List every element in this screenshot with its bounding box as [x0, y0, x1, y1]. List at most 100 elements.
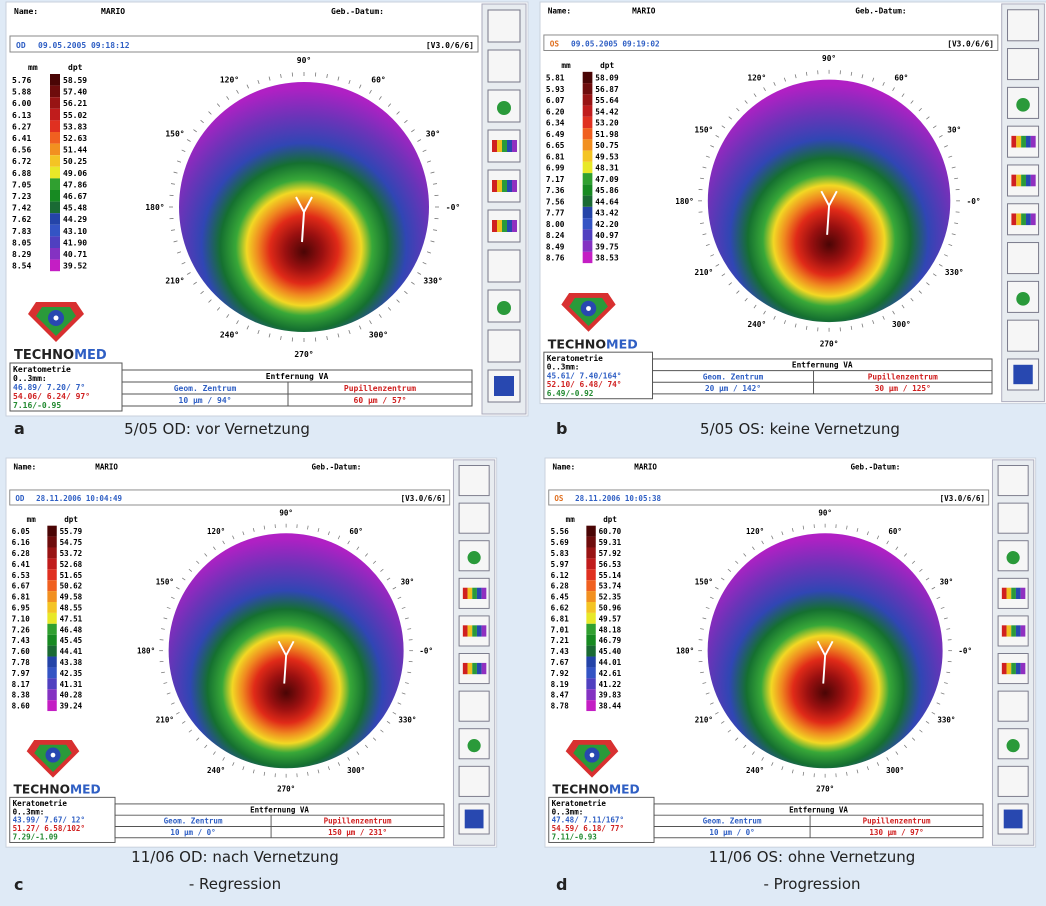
scale-swatch — [586, 678, 595, 689]
scale-swatch — [583, 184, 593, 195]
tool-button[interactable] — [488, 10, 520, 42]
scale-mm: 7.56 — [546, 197, 565, 206]
brand-med: MED — [70, 783, 101, 797]
scale-dpt: 56.21 — [63, 99, 87, 108]
brand-med: MED — [606, 336, 638, 351]
scale-swatch — [586, 526, 595, 537]
scale-swatch — [50, 155, 60, 167]
caption: 5/05 OD: vor Vernetzung — [124, 420, 310, 438]
angle-label: 60° — [894, 73, 908, 82]
tool-button[interactable] — [998, 503, 1028, 533]
scale-mm: 7.36 — [546, 186, 565, 195]
pupil-value: 130 µm / 97° — [869, 828, 923, 837]
tool-icon — [482, 625, 487, 636]
scale-mm: 7.92 — [551, 669, 569, 678]
caption: - Regression — [189, 875, 281, 893]
tool-button[interactable] — [998, 691, 1028, 721]
topography-map — [169, 533, 404, 768]
scale-dpt: 39.52 — [63, 262, 87, 271]
tool-button[interactable] — [1008, 320, 1039, 351]
tool-button[interactable] — [488, 50, 520, 82]
scale-swatch — [50, 213, 60, 225]
tool-button[interactable] — [998, 766, 1028, 796]
angle-label: 60° — [888, 527, 902, 536]
logo-dot — [586, 306, 591, 311]
tool-icon — [1016, 663, 1021, 674]
scale-swatch — [583, 128, 593, 139]
tool-button[interactable] — [459, 503, 489, 533]
scale-mm: 7.23 — [12, 192, 31, 201]
distance-title: Entfernung VA — [789, 805, 848, 814]
tool-button[interactable] — [1008, 10, 1039, 41]
brand-med: MED — [74, 348, 107, 363]
tool-icon — [1004, 810, 1023, 829]
scale-dpt: 39.24 — [60, 702, 83, 711]
tool-icon — [1007, 739, 1020, 752]
tool-icon — [1011, 175, 1016, 187]
tool-icon — [497, 140, 502, 152]
scale-mm: 7.42 — [12, 204, 31, 213]
tool-button[interactable] — [488, 330, 520, 362]
angle-label: 210° — [695, 268, 714, 277]
scale-dpt: 38.53 — [595, 254, 619, 263]
scale-mm: 7.78 — [12, 658, 31, 667]
angle-label: 60° — [349, 527, 363, 536]
dpt-header: dpt — [68, 63, 83, 72]
scale-dpt: 41.22 — [599, 680, 622, 689]
angle-label: 300° — [892, 320, 911, 329]
scale-swatch — [583, 252, 593, 263]
scale-swatch — [50, 178, 60, 190]
tool-icon — [1016, 625, 1021, 636]
tool-button[interactable] — [1008, 243, 1039, 274]
scale-mm: 8.49 — [546, 242, 565, 251]
figure: Name:MARIOGeb.-Datum:OD09.05.2005 09:18:… — [0, 0, 1046, 906]
scale-mm: 6.53 — [12, 571, 31, 580]
scale-mm: 6.81 — [551, 614, 570, 623]
angle-label: 300° — [369, 330, 388, 339]
kerato-title: Keratometrie — [13, 364, 71, 374]
scale-swatch — [583, 139, 593, 150]
version: [V3.0/6/6] — [401, 494, 446, 503]
scale-dpt: 50.62 — [60, 582, 83, 591]
tool-icon — [463, 625, 468, 636]
tool-button[interactable] — [459, 466, 489, 496]
tool-icon — [497, 301, 511, 315]
tool-button[interactable] — [459, 766, 489, 796]
scale-mm: 6.99 — [546, 164, 565, 173]
caption: 5/05 OS: keine Vernetzung — [700, 420, 900, 438]
panel-letter: d — [556, 875, 567, 894]
mm-header: mm — [561, 61, 571, 70]
angle-label: 330° — [423, 277, 442, 286]
scale-dpt: 51.65 — [60, 571, 83, 580]
tool-button[interactable] — [459, 691, 489, 721]
tool-icon — [492, 140, 497, 152]
name-label: Name: — [14, 462, 37, 471]
scale-dpt: 43.10 — [63, 227, 87, 236]
tool-button[interactable] — [998, 466, 1028, 496]
scale-dpt: 39.75 — [595, 242, 619, 251]
scale-mm: 8.19 — [551, 680, 570, 689]
tool-icon — [472, 625, 477, 636]
scale-dpt: 46.48 — [60, 625, 83, 634]
scale-dpt: 47.51 — [60, 614, 83, 623]
eye: OD — [15, 494, 25, 503]
geom-label: Geom. Zentrum — [164, 817, 223, 826]
scale-mm: 5.97 — [551, 560, 569, 569]
tool-button[interactable] — [1008, 49, 1039, 80]
kerato-title: Keratometrie — [547, 354, 603, 363]
angle-label: 30° — [947, 125, 961, 134]
angle-label: 120° — [746, 527, 764, 536]
topography-panel: Name:MARIOGeb.-Datum:OD28.11.2006 10:04:… — [6, 458, 497, 847]
scale-swatch — [50, 120, 60, 132]
scale-swatch — [583, 229, 593, 240]
scale-swatch — [586, 624, 595, 635]
scale-swatch — [50, 236, 60, 248]
kerato-value: 7.16/-0.95 — [13, 401, 61, 410]
tool-button[interactable] — [488, 250, 520, 282]
scale-swatch — [586, 646, 595, 657]
angle-label: 330° — [945, 268, 964, 277]
topography-map — [179, 82, 429, 332]
scale-dpt: 44.64 — [595, 197, 619, 206]
scale-dpt: 56.53 — [599, 560, 622, 569]
scale-mm: 6.41 — [12, 560, 31, 569]
